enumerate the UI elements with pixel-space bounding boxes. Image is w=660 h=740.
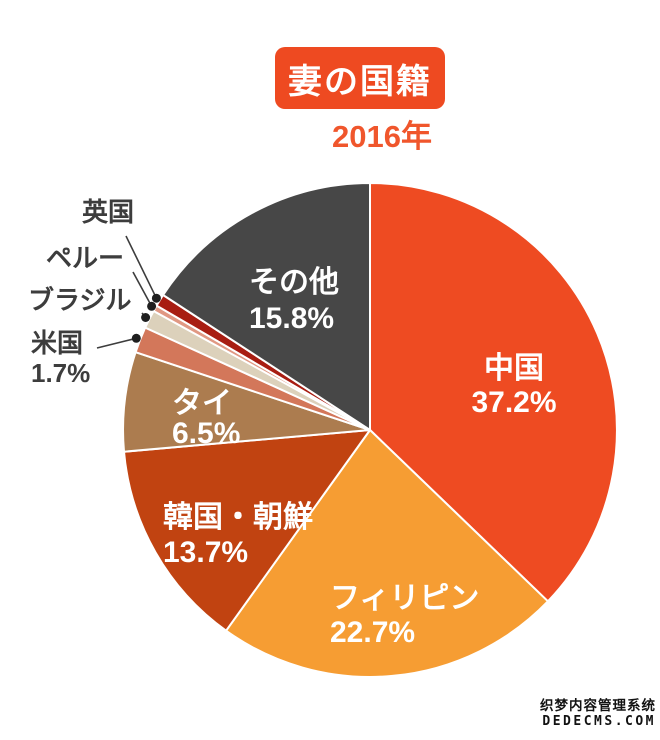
ext-label-uk: 英国 bbox=[82, 197, 135, 227]
page-title: 妻の国籍 bbox=[288, 62, 432, 101]
ext-label-brazil: ブラジル bbox=[28, 285, 132, 315]
ext-label-peru: ペルー bbox=[46, 243, 125, 273]
slice-label: タイ bbox=[172, 387, 232, 420]
pie-slice bbox=[123, 429, 371, 632]
slice-pct-label: 37.2% bbox=[471, 386, 556, 419]
slice-pct-label: 13.7% bbox=[163, 536, 248, 569]
title-badge: 妻の国籍 bbox=[275, 47, 445, 109]
leader-dot bbox=[151, 293, 161, 303]
ext-label-usa-name: 米国 bbox=[31, 328, 84, 358]
slice-label: 韓国・朝鮮 bbox=[163, 501, 313, 534]
watermark-cn: 织梦内容管理系统 bbox=[540, 698, 656, 713]
watermark: 织梦内容管理系统 DEDECMS.COM bbox=[540, 698, 656, 730]
ext-label-usa-pct: 1.7% bbox=[31, 358, 91, 388]
slice-pct-label: 15.8% bbox=[249, 302, 334, 335]
slice-label: フィリピン bbox=[330, 582, 479, 615]
leader-dot bbox=[147, 301, 157, 311]
ext-label-usa: 米国 1.7% bbox=[31, 328, 90, 388]
leader-line bbox=[132, 271, 153, 307]
pie-slice bbox=[162, 182, 371, 431]
leader-dot bbox=[141, 313, 151, 322]
pie-slice bbox=[369, 182, 618, 603]
slice-label: 中国 bbox=[484, 352, 544, 385]
slice-label: その他 bbox=[249, 266, 339, 299]
chart-subtitle-year: 2016年 bbox=[332, 119, 432, 154]
leader-dot bbox=[131, 333, 141, 343]
slice-pct-label: 6.5% bbox=[172, 417, 240, 450]
watermark-url: DEDECMS.COM bbox=[542, 714, 656, 729]
leader-line bbox=[96, 337, 137, 349]
slice-pct-label: 22.7% bbox=[330, 616, 415, 649]
leader-line bbox=[125, 235, 158, 299]
pie-slice bbox=[225, 429, 549, 678]
